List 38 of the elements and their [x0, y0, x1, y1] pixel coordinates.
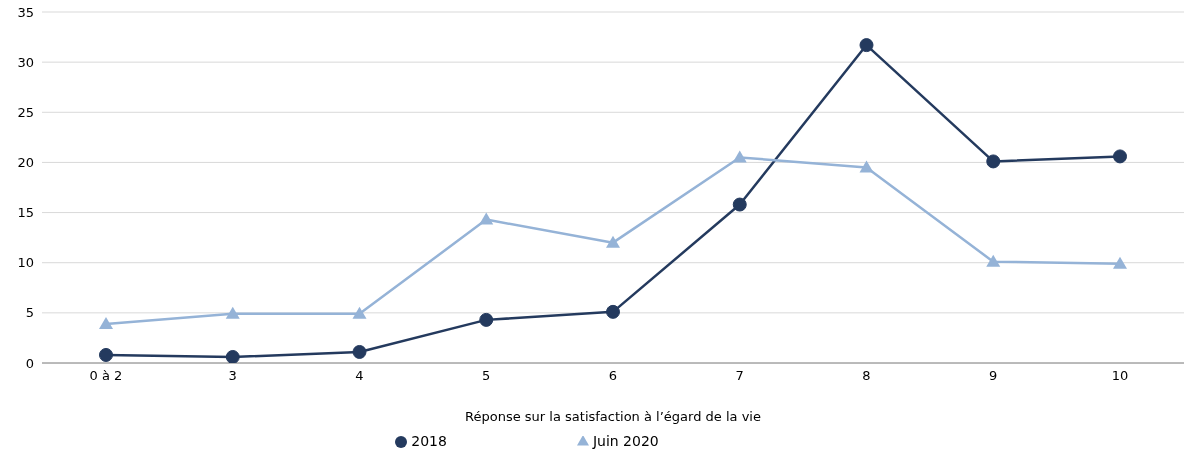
point [99, 347, 113, 362]
point [225, 306, 240, 319]
x-axis-title: Réponse sur la satisfaction à l’égard de la vie [465, 409, 761, 424]
x-tick-label: 5 [482, 368, 491, 384]
point [732, 197, 747, 212]
x-tick-label: 0 à 2 [89, 368, 123, 384]
point [225, 349, 240, 363]
x-tick-label: 7 [735, 368, 744, 384]
x-tick-label: 9 [989, 368, 998, 384]
point [986, 254, 1001, 267]
point [352, 306, 367, 319]
y-tick-label: 15 [17, 205, 34, 221]
legend-label: 2018 [411, 433, 447, 449]
y-tick-label: 25 [17, 104, 34, 120]
x-tick-label: 8 [862, 368, 871, 384]
point [479, 312, 494, 327]
point [1113, 256, 1127, 269]
point [606, 235, 620, 248]
y-tick-label: 30 [17, 54, 34, 70]
y-tick-label: 0 [25, 355, 34, 371]
point [606, 304, 620, 319]
x-tick-label: 3 [228, 368, 237, 384]
y-tick-label: 20 [17, 155, 34, 171]
point [99, 316, 113, 329]
point [352, 344, 367, 359]
point [859, 38, 874, 53]
point [732, 150, 747, 163]
point [986, 154, 1001, 169]
legend-label: Juin 2020 [592, 433, 659, 449]
x-tick-label: 6 [608, 368, 618, 384]
point [859, 160, 874, 173]
x-tick-label: 10 [1111, 368, 1129, 384]
y-tick-label: 5 [25, 305, 34, 321]
point [479, 212, 494, 225]
x-tick-label: 4 [355, 368, 364, 384]
y-tick-label: 35 [17, 4, 34, 20]
y-tick-label: 10 [17, 255, 34, 271]
point [1113, 149, 1127, 164]
